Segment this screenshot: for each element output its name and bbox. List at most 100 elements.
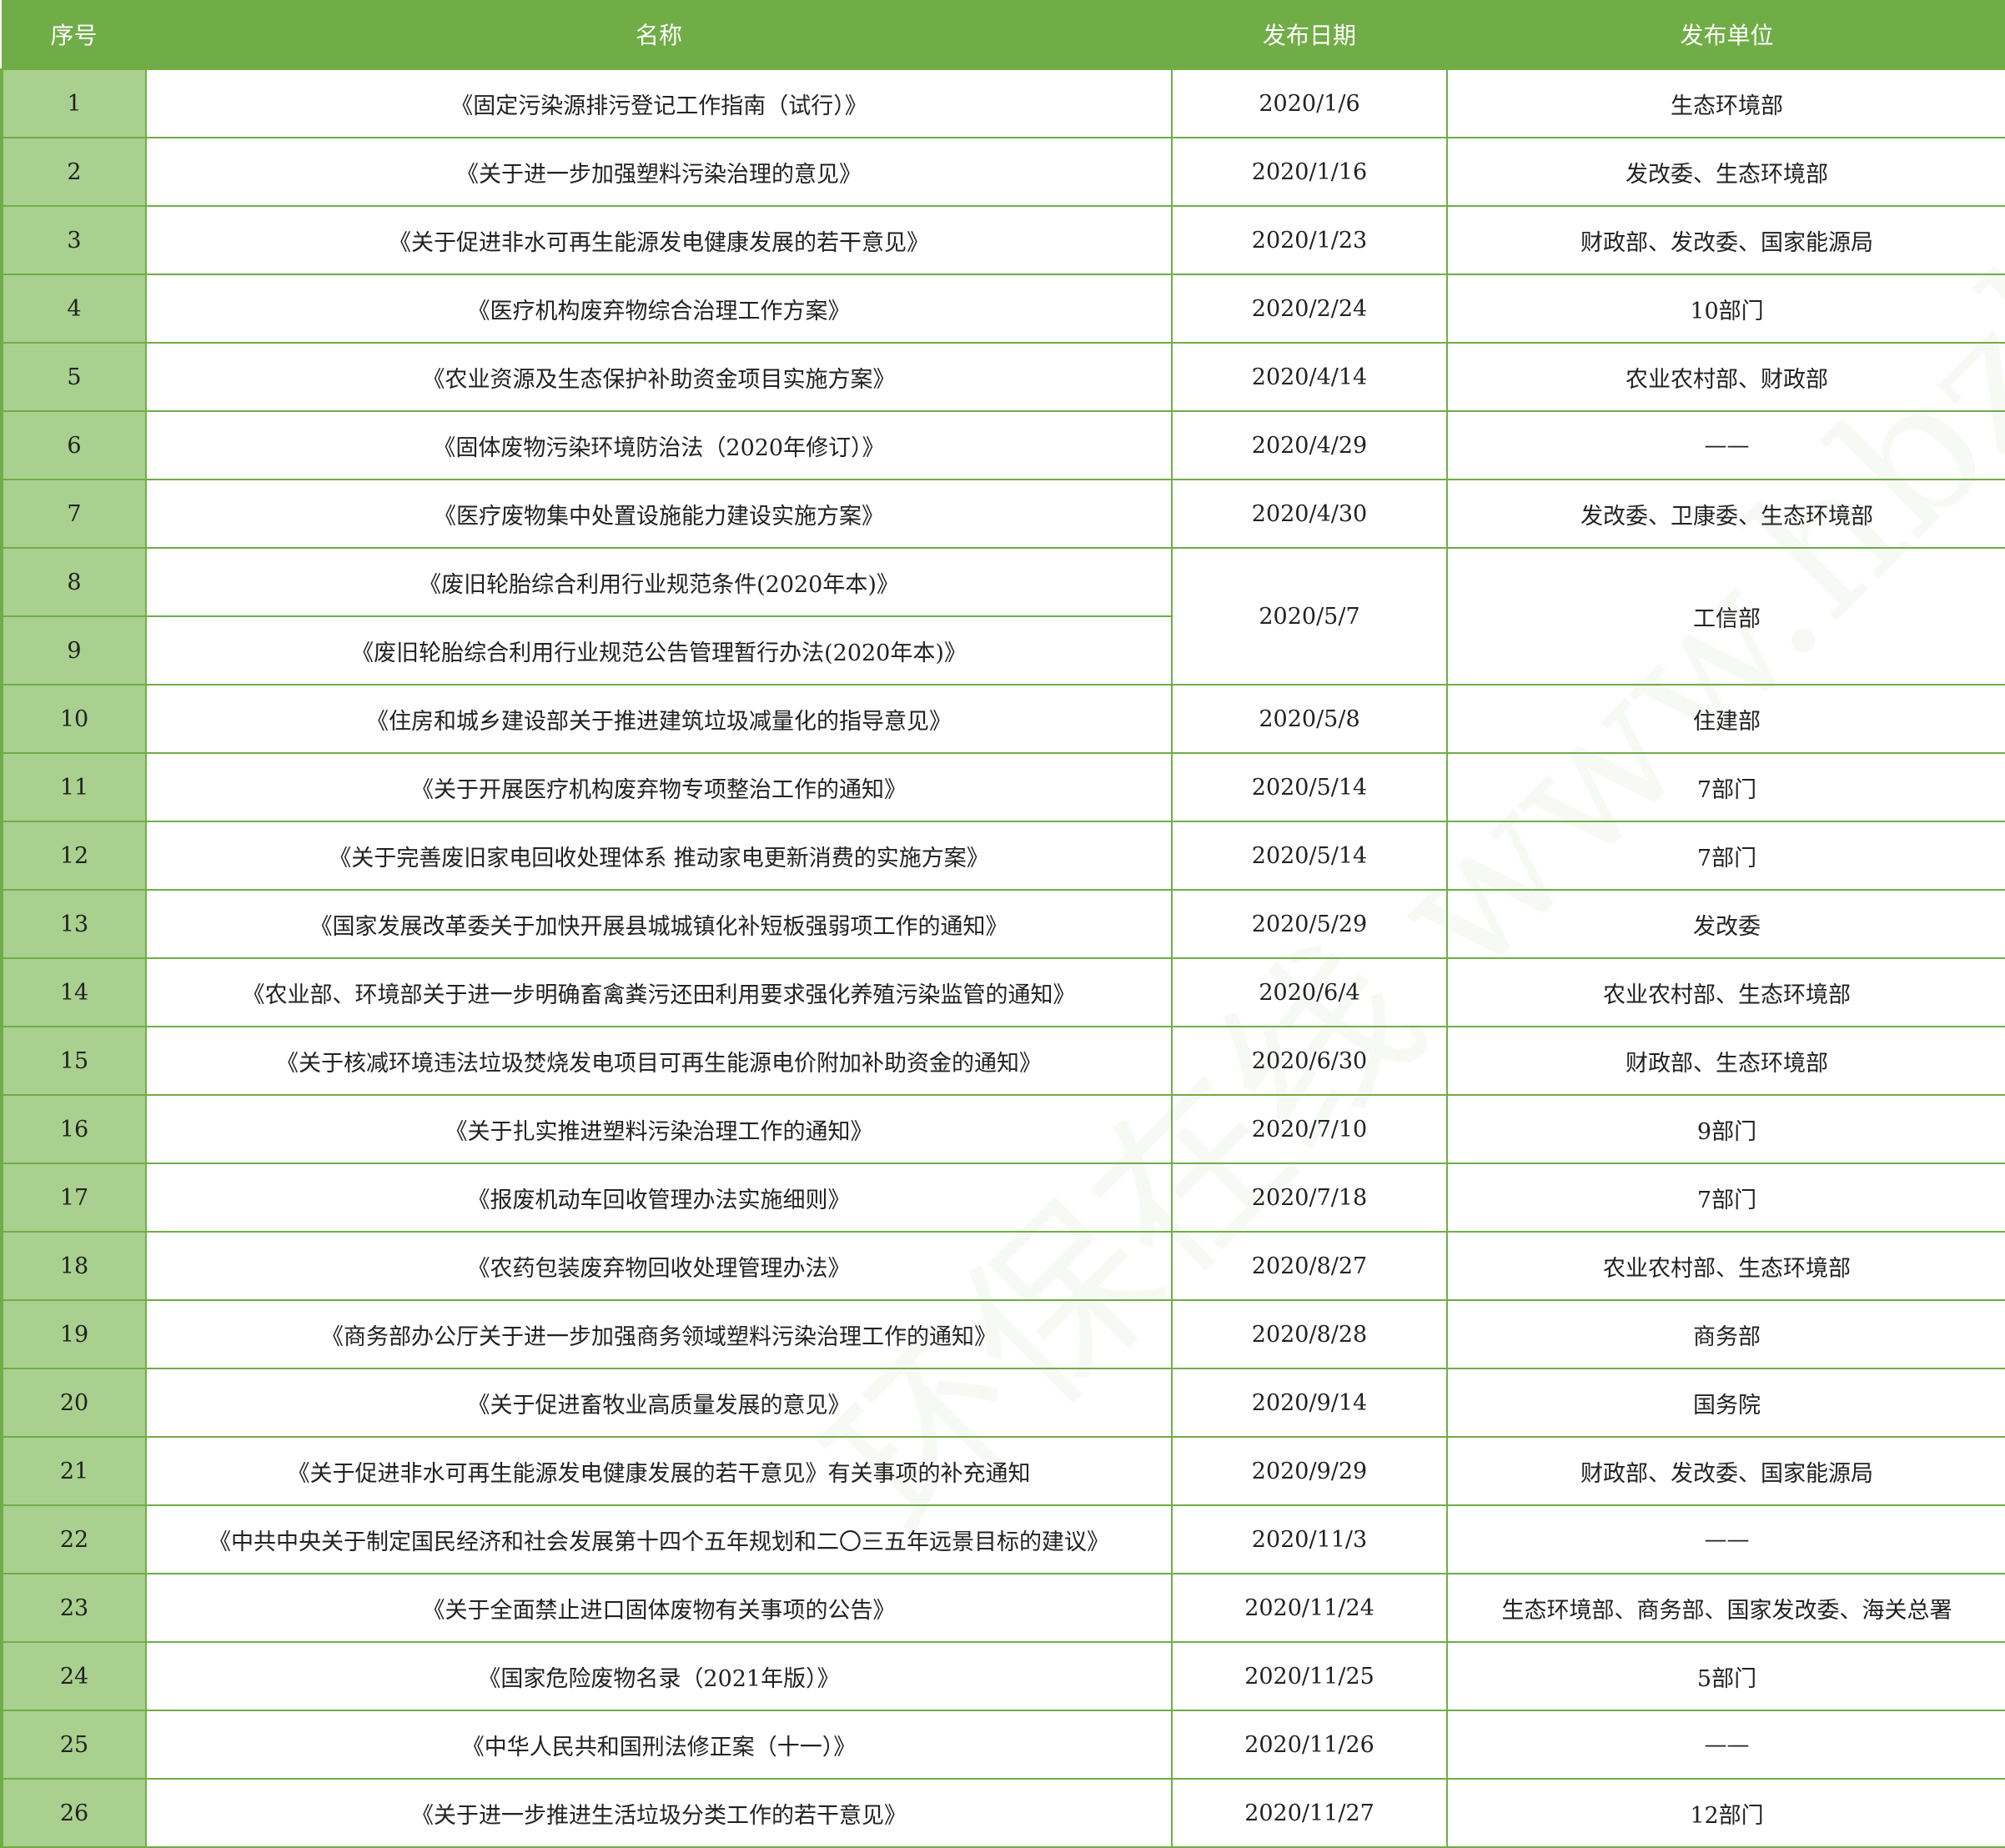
table-row: 13 《国家发展改革委关于加快开展县城城镇化补短板强弱项工作的通知》 2020/5/… — [0, 889, 2005, 959]
policy-name: 《关于开展医疗机构废弃物专项整治工作的通知》 — [145, 752, 1173, 822]
issuer: 5部门 — [1446, 1641, 2005, 1711]
row-index: 23 — [0, 1573, 147, 1643]
publish-date: 2020/6/4 — [1171, 957, 1448, 1027]
issuer: 发改委、生态环境部 — [1446, 137, 2005, 207]
row-index: 25 — [0, 1710, 147, 1780]
table-row: 4 《医疗机构废弃物综合治理工作方案》 2020/2/24 10部门 — [0, 274, 2005, 344]
publish-date: 2020/5/14 — [1171, 752, 1448, 822]
issuer: 工信部 — [1446, 547, 2005, 685]
row-index: 10 — [0, 684, 147, 754]
row-index: 11 — [0, 752, 147, 822]
table-row: 24 《国家危险废物名录（2021年版）》 2020/11/25 5部门 — [0, 1641, 2005, 1711]
publish-date: 2020/11/27 — [1171, 1778, 1448, 1848]
issuer: 7部门 — [1446, 1163, 2005, 1233]
row-index: 16 — [0, 1094, 147, 1164]
issuer: 财政部、生态环境部 — [1446, 1026, 2005, 1096]
publish-date: 2020/11/24 — [1171, 1573, 1448, 1643]
issuer: 9部门 — [1446, 1094, 2005, 1164]
table-row: 3 《关于促进非水可再生能源发电健康发展的若干意见》 2020/1/23 财政部、发改… — [0, 205, 2005, 275]
header-name: 名称 — [146, 0, 1172, 69]
policy-name: 《医疗废物集中处置设施能力建设实施方案》 — [145, 479, 1173, 549]
policy-name: 《中华人民共和国刑法修正案（十一）》 — [145, 1710, 1173, 1780]
row-index: 18 — [0, 1231, 147, 1301]
publish-date: 2020/5/29 — [1171, 889, 1448, 959]
issuer: —— — [1446, 410, 2005, 480]
table-row: 9 《废旧轮胎综合利用行业规范公告管理暂行办法(2020年本)》 — [0, 615, 2005, 685]
issuer: 财政部、发改委、国家能源局 — [1446, 205, 2005, 275]
table-row: 1 《固定污染源排污登记工作指南（试行）》 2020/1/6 生态环境部 — [0, 68, 2005, 138]
table-row: 15 《关于核减环境违法垃圾焚烧发电项目可再生能源电价附加补助资金的通知》 2020… — [0, 1026, 2005, 1096]
publish-date: 2020/4/14 — [1171, 342, 1448, 412]
policy-name: 《农业部、环境部关于进一步明确畜禽粪污还田利用要求强化养殖污染监管的通知》 — [145, 957, 1173, 1027]
publish-date: 2020/5/7 — [1171, 547, 1448, 685]
publish-date: 2020/9/14 — [1171, 1368, 1448, 1438]
policy-name: 《关于促进非水可再生能源发电健康发展的若干意见》有关事项的补充通知 — [145, 1436, 1173, 1506]
row-index: 6 — [0, 410, 147, 480]
table-row: 2 《关于进一步加强塑料污染治理的意见》 2020/1/16 发改委、生态环境部 — [0, 137, 2005, 207]
table-row: 25 《中华人民共和国刑法修正案（十一）》 2020/11/26 —— — [0, 1710, 2005, 1780]
policy-name: 《报废机动车回收管理办法实施细则》 — [145, 1163, 1173, 1233]
policy-name: 《固定污染源排污登记工作指南（试行）》 — [145, 68, 1173, 138]
policy-name: 《农药包装废弃物回收处理管理办法》 — [145, 1231, 1173, 1301]
issuer: 住建部 — [1446, 684, 2005, 754]
issuer: 10部门 — [1446, 274, 2005, 344]
publish-date: 2020/4/30 — [1171, 479, 1448, 549]
policy-name: 《国家危险废物名录（2021年版）》 — [145, 1641, 1173, 1711]
issuer: 商务部 — [1446, 1299, 2005, 1369]
table-row: 14 《农业部、环境部关于进一步明确畜禽粪污还田利用要求强化养殖污染监管的通知》 2… — [0, 957, 2005, 1027]
row-index: 4 — [0, 274, 147, 344]
policy-name: 《关于核减环境违法垃圾焚烧发电项目可再生能源电价附加补助资金的通知》 — [145, 1026, 1173, 1096]
publish-date: 2020/9/29 — [1171, 1436, 1448, 1506]
issuer: —— — [1446, 1504, 2005, 1574]
policy-name: 《医疗机构废弃物综合治理工作方案》 — [145, 274, 1173, 344]
table-row: 5 《农业资源及生态保护补助资金项目实施方案》 2020/4/14 农业农村部、财政部 — [0, 342, 2005, 412]
row-index: 26 — [0, 1778, 147, 1848]
policy-name: 《关于扎实推进塑料污染治理工作的通知》 — [145, 1094, 1173, 1164]
policy-name: 《关于全面禁止进口固体废物有关事项的公告》 — [145, 1573, 1173, 1643]
policy-name: 《关于进一步加强塑料污染治理的意见》 — [145, 137, 1173, 207]
row-index: 3 — [0, 205, 147, 275]
publish-date: 2020/5/14 — [1171, 821, 1448, 891]
table-row: 6 《固体废物污染环境防治法（2020年修订）》 2020/4/29 —— — [0, 410, 2005, 480]
row-index: 12 — [0, 821, 147, 891]
publish-date: 2020/7/18 — [1171, 1163, 1448, 1233]
table-row: 19 《商务部办公厅关于进一步加强商务领域塑料污染治理工作的通知》 2020/8/2… — [0, 1299, 2005, 1369]
publish-date: 2020/4/29 — [1171, 410, 1448, 480]
table-row: 12 《关于完善废旧家电回收处理体系 推动家电更新消费的实施方案》 2020/5/1… — [0, 821, 2005, 891]
row-index: 8 — [0, 547, 147, 617]
issuer: 发改委、卫康委、生态环境部 — [1446, 479, 2005, 549]
row-index: 13 — [0, 889, 147, 959]
row-index: 15 — [0, 1026, 147, 1096]
row-index: 1 — [0, 68, 147, 138]
header-index: 序号 — [2, 0, 146, 69]
issuer: 7部门 — [1446, 752, 2005, 822]
row-index: 19 — [0, 1299, 147, 1369]
row-index: 21 — [0, 1436, 147, 1506]
publish-date: 2020/1/23 — [1171, 205, 1448, 275]
header-date: 发布日期 — [1172, 0, 1447, 69]
publish-date: 2020/5/8 — [1171, 684, 1448, 754]
table-row: 7 《医疗废物集中处置设施能力建设实施方案》 2020/4/30 发改委、卫康委、生态… — [0, 479, 2005, 549]
row-index: 2 — [0, 137, 147, 207]
policy-name: 《关于促进畜牧业高质量发展的意见》 — [145, 1368, 1173, 1438]
publish-date: 2020/6/30 — [1171, 1026, 1448, 1096]
issuer: 国务院 — [1446, 1368, 2005, 1438]
table-row: 26 《关于进一步推进生活垃圾分类工作的若干意见》 2020/11/27 12部门 — [0, 1778, 2005, 1848]
publish-date: 2020/11/26 — [1171, 1710, 1448, 1780]
row-index: 7 — [0, 479, 147, 549]
issuer: 生态环境部、商务部、国家发改委、海关总署 — [1446, 1573, 2005, 1643]
header-row: 序号 名称 发布日期 发布单位 — [2, 0, 2005, 69]
table-row: 21 《关于促进非水可再生能源发电健康发展的若干意见》有关事项的补充通知 2020/… — [0, 1436, 2005, 1506]
row-index: 17 — [0, 1163, 147, 1233]
row-index: 24 — [0, 1641, 147, 1711]
table-row: 10 《住房和城乡建设部关于推进建筑垃圾减量化的指导意见》 2020/5/8 住建部 — [0, 684, 2005, 754]
issuer: 发改委 — [1446, 889, 2005, 959]
issuer: —— — [1446, 1710, 2005, 1780]
publish-date: 2020/2/24 — [1171, 274, 1448, 344]
policy-name: 《国家发展改革委关于加快开展县城城镇化补短板强弱项工作的通知》 — [145, 889, 1173, 959]
table-row: 8 《废旧轮胎综合利用行业规范条件(2020年本)》 2020/5/7 工信部 — [0, 547, 2005, 685]
issuer: 12部门 — [1446, 1778, 2005, 1848]
table-row: 11 《关于开展医疗机构废弃物专项整治工作的通知》 2020/5/14 7部门 — [0, 752, 2005, 822]
header-issuer: 发布单位 — [1447, 0, 2005, 69]
